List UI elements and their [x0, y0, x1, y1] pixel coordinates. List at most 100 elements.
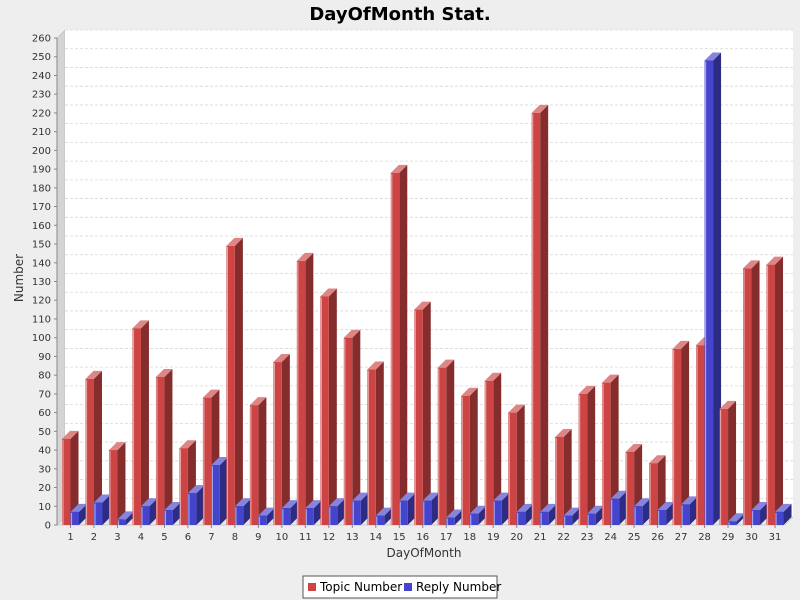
bar-reply-29 [728, 513, 745, 525]
bar-topic-29 [719, 400, 737, 525]
bar-front [273, 362, 282, 525]
bar-top [743, 260, 760, 269]
bar-reply-7 [211, 457, 228, 525]
bar-top [751, 502, 769, 511]
bar-front [179, 448, 188, 525]
bar-front [728, 521, 737, 525]
bar-front [352, 500, 361, 525]
bar-top [602, 374, 619, 383]
x-tick-label: 18 [463, 532, 476, 543]
bar-top [461, 387, 478, 396]
bar-topic-23 [578, 385, 596, 525]
bar-topic-21 [531, 104, 549, 525]
x-tick-label: 7 [208, 532, 214, 543]
bar-side [399, 164, 408, 525]
bar-top [211, 457, 228, 466]
bar-top [249, 397, 267, 406]
bar-front [696, 345, 705, 525]
bar-top [187, 485, 205, 494]
grid-lines [65, 29, 793, 499]
bar-front [187, 493, 197, 525]
bar-side [125, 511, 134, 525]
bar-reply-24 [610, 490, 628, 525]
bar-front [719, 408, 729, 525]
bar-front [751, 510, 761, 525]
bar-topic-19 [484, 372, 502, 525]
bar-reply-26 [657, 502, 675, 525]
bar-front [375, 515, 385, 525]
legend: Topic Number Reply Number [302, 575, 501, 599]
bar-topic-3 [108, 442, 126, 525]
y-axis: 0 10 20 30 40 50 60 70 80 90 100 110 120 130 140 150 160… [32, 34, 58, 532]
bar-front [766, 264, 776, 525]
bar-top [70, 503, 87, 512]
x-tick-label: 1 [67, 532, 73, 543]
bar-front [258, 515, 267, 525]
x-tick-label: 15 [393, 532, 406, 543]
bar-topic-30 [743, 260, 760, 525]
y-tick-label: 160 [32, 221, 51, 232]
bar-front [625, 451, 635, 525]
x-axis: 1 2 3 4 5 6 7 8 9 10 11 12 13 14 15 16 17 18 19 20 21 22 23 24 2… [67, 525, 781, 543]
bar-front [85, 378, 94, 525]
y-tick-label: 210 [32, 127, 51, 138]
bar-side [219, 457, 228, 525]
bar-front [469, 513, 479, 525]
bar-front [108, 450, 118, 525]
legend-swatch [308, 583, 316, 591]
bar-front [422, 500, 432, 525]
x-tick-label: 2 [91, 532, 97, 543]
x-tick-label: 5 [161, 532, 167, 543]
bar-front [320, 296, 329, 525]
bar-top [202, 389, 220, 398]
legend-box [302, 575, 498, 599]
bar-topic-2 [85, 370, 102, 525]
y-tick-label: 0 [45, 521, 51, 532]
bar-side [70, 430, 79, 525]
x-tick-label: 12 [322, 532, 335, 543]
bar-front [296, 260, 306, 525]
bar-side [352, 329, 361, 525]
x-tick-label: 25 [628, 532, 641, 543]
x-tick-label: 8 [232, 532, 238, 543]
bar-top [343, 329, 361, 338]
bar-top [681, 496, 698, 505]
bar-front [493, 500, 502, 525]
bar-front [563, 515, 573, 525]
bar-reply-10 [281, 500, 299, 525]
bar-top [320, 288, 337, 297]
bar-side [93, 370, 102, 525]
bar-side [516, 404, 525, 525]
bar-top [555, 428, 572, 437]
bar-topic-10 [273, 354, 290, 525]
bar-side [446, 359, 455, 525]
bar-side [501, 492, 510, 525]
bar-side [587, 385, 596, 525]
x-tick-label: 29 [722, 532, 735, 543]
x-tick-label: 30 [745, 532, 758, 543]
bar-front [399, 500, 408, 525]
bar-side [172, 502, 181, 525]
bar-reply-5 [164, 502, 181, 525]
bar-top [469, 505, 487, 514]
y-tick-label: 50 [38, 427, 51, 438]
bar-top [610, 490, 628, 499]
bar-front [93, 502, 103, 525]
bar-front [234, 506, 244, 525]
bar-top [634, 498, 651, 507]
x-tick-label: 10 [275, 532, 288, 543]
bar-side [783, 503, 792, 525]
bar-front [672, 348, 682, 525]
bar-reply-16 [422, 492, 440, 525]
bar-front [775, 511, 784, 525]
bar-front [155, 377, 165, 525]
bar-side [360, 492, 369, 525]
bar-front [555, 436, 564, 525]
x-tick-label: 31 [769, 532, 782, 543]
bar-reply-14 [375, 507, 393, 525]
bar-side [196, 485, 205, 525]
y-tick-label: 140 [32, 258, 51, 269]
bar-side [431, 492, 440, 525]
bar-topic-4 [132, 320, 149, 525]
bar-top [672, 340, 690, 349]
